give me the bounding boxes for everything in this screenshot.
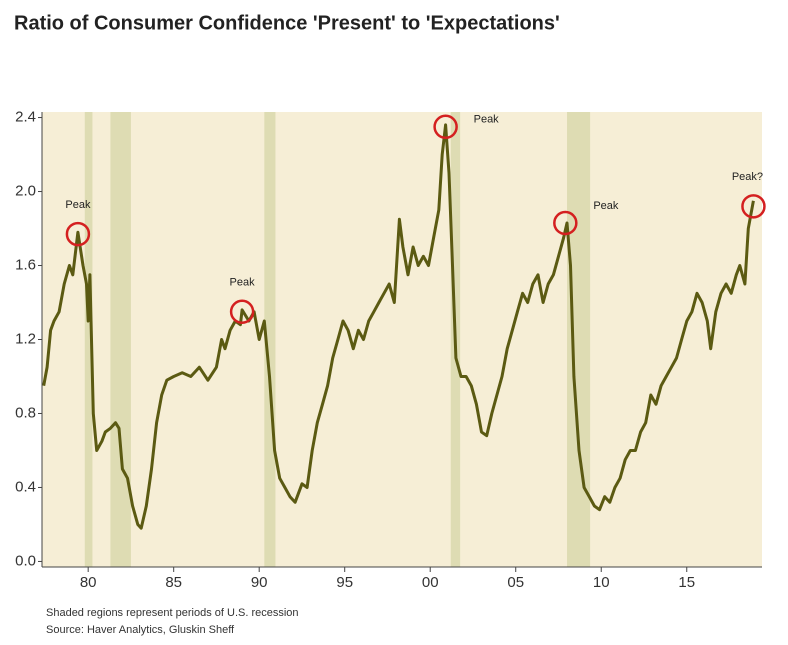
x-tick-label: 10 [593, 574, 610, 591]
peak-label: Peak? [732, 171, 763, 183]
y-tick-label: 1.6 [15, 256, 36, 273]
y-tick-label: 2.0 [15, 183, 36, 200]
x-tick-label: 05 [507, 574, 524, 591]
peak-marker [229, 299, 255, 325]
x-tick-label: 90 [251, 574, 268, 591]
plot-background [42, 112, 762, 567]
x-tick-label: 15 [678, 574, 695, 591]
x-tick-label: 85 [165, 574, 182, 591]
peak-marker [553, 210, 578, 236]
chart-title: Ratio of Consumer Confidence 'Present' t… [14, 12, 560, 34]
y-tick-label: 2.4 [15, 109, 36, 126]
data-line [42, 123, 755, 530]
recession-band [567, 112, 591, 567]
recession-band [84, 112, 93, 567]
recession-band [110, 112, 131, 567]
y-tick-label: 0.8 [15, 404, 36, 421]
peak-label: Peak [474, 114, 500, 126]
peak-label: Peak [593, 200, 619, 212]
peak-marker [65, 221, 91, 247]
x-tick-label: 95 [336, 574, 353, 591]
peak-label: Peak [65, 199, 91, 211]
y-tick-label: 0.4 [15, 478, 36, 495]
peak-label: Peak [230, 277, 256, 289]
recession-band [264, 112, 276, 567]
peak-marker [433, 114, 458, 140]
y-tick-label: 1.2 [15, 330, 36, 347]
x-tick-label: 80 [80, 574, 97, 591]
source: Source: Haver Analytics, Gluskin Sheff [46, 624, 235, 636]
x-tick-label: 00 [422, 574, 439, 591]
footnote: Shaded regions represent periods of U.S.… [46, 607, 299, 619]
y-tick-label: 0.0 [15, 552, 36, 569]
peak-marker [741, 194, 766, 219]
